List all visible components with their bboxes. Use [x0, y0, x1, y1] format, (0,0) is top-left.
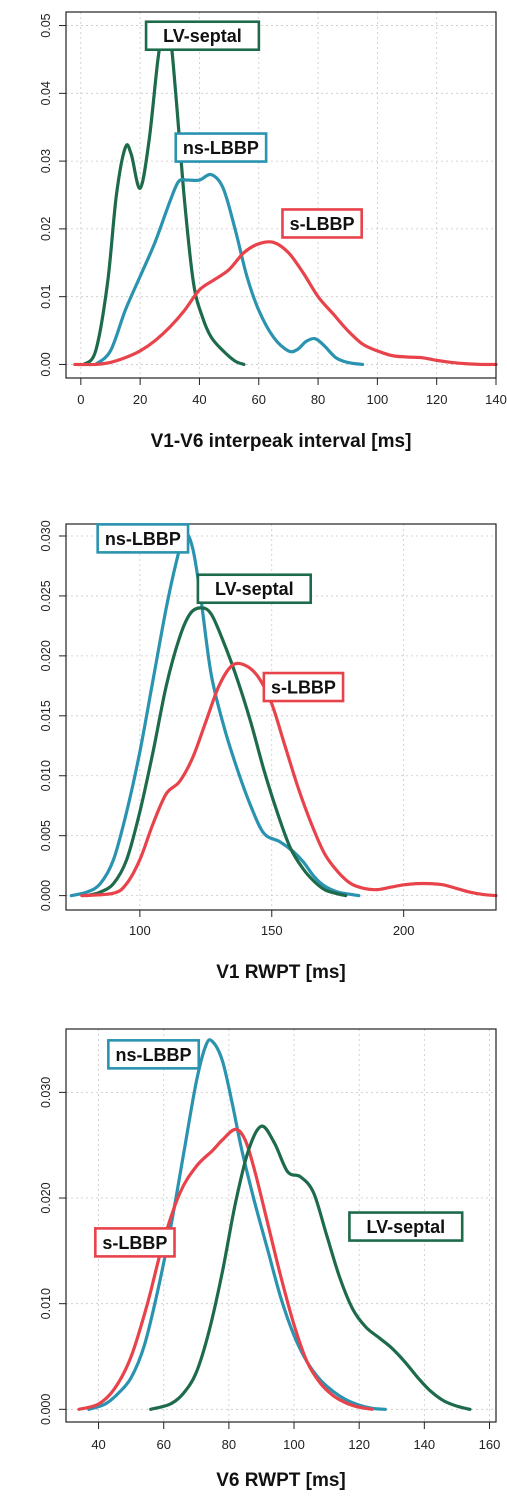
x-tick-label: 120 [348, 1437, 370, 1452]
series-line-ns-lbbp [94, 172, 365, 367]
series-label-box-lv-septal [196, 573, 313, 605]
y-tick-label: 0.01 [39, 284, 53, 308]
x-tick-label: 60 [156, 1437, 170, 1452]
series-line-ns-lbbp [69, 531, 361, 898]
series-label-lv-septal: LV-septal [366, 1217, 445, 1237]
y-tick-label: 0.010 [39, 760, 53, 791]
series-line-lv-septal [85, 606, 348, 898]
y-tick-label: 0.030 [39, 1077, 53, 1108]
series-label-box-ns-lbbp [96, 523, 190, 554]
x-tick-label: 60 [252, 392, 266, 407]
x-tick-label: 80 [311, 392, 325, 407]
series-label-box-s-lbbp [262, 671, 345, 703]
x-tick-label: 200 [393, 923, 415, 938]
x-tick-label: 80 [222, 1437, 236, 1452]
x-axis-label: V1-V6 interpeak interval [ms] [151, 431, 412, 452]
x-tick-label: 100 [283, 1437, 305, 1452]
series-label-box-lv-septal [348, 1211, 464, 1242]
y-tick-label: 0.005 [39, 820, 53, 851]
x-tick-label: 100 [129, 923, 151, 938]
chart-panel-2: 100 150 200 0.000 0.005 0.010 0.015 0.020 0.025 0… [39, 520, 498, 983]
y-tick-label: 0.00 [39, 352, 53, 376]
series-line-s-lbbp [73, 240, 498, 367]
y-tick-label: 0.015 [39, 700, 53, 731]
y-tick-label: 0.020 [39, 640, 53, 671]
series-label-lv-septal: LV-septal [163, 26, 242, 46]
x-tick-label: 160 [479, 1437, 501, 1452]
y-tick-label: 0.02 [39, 217, 53, 241]
series-label-box-s-lbbp [281, 208, 363, 239]
series-label-box-s-lbbp [94, 1227, 176, 1258]
y-tick-label: 0.010 [39, 1288, 53, 1319]
x-tick-label: 120 [426, 392, 448, 407]
y-tick-label: 0.000 [39, 1394, 53, 1425]
x-tick-label: 150 [261, 923, 283, 938]
chart-panel-1: 0 20 40 60 80 100 120 140 0.00 0.01 0.02 0.03 0.04 0.… [39, 11, 507, 452]
x-tick-label: 100 [367, 392, 389, 407]
series-label-ns-lbbp: ns-LBBP [116, 1045, 192, 1065]
x-tick-label: 20 [133, 392, 147, 407]
chart-panel-3: 40 60 80 100 120 140 160 0.000 0.010 0.020 0.030 V6… [39, 1028, 501, 1491]
x-tick-label: 40 [192, 392, 206, 407]
series-label-box-ns-lbbp [174, 132, 268, 163]
x-tick-label: 140 [413, 1437, 435, 1452]
series-label-box-ns-lbbp [107, 1039, 201, 1070]
x-axis-label: V1 RWPT [ms] [216, 962, 346, 983]
series-label-ns-lbbp: ns-LBBP [183, 138, 259, 158]
series-label-lv-septal: LV-septal [215, 579, 294, 599]
plot-frame [65, 1028, 497, 1423]
series-label-box-lv-septal [144, 20, 261, 52]
series-line-ns-lbbp [87, 1038, 387, 1411]
series-line-s-lbbp [80, 661, 498, 898]
series-label-s-lbbp: s-LBBP [290, 214, 355, 234]
y-tick-label: 0.05 [39, 13, 53, 37]
series-line-s-lbbp [77, 1127, 374, 1411]
series-label-s-lbbp: s-LBBP [102, 1233, 167, 1253]
series-label-s-lbbp: s-LBBP [271, 678, 336, 698]
series-line-lv-septal [82, 21, 246, 367]
series-label-ns-lbbp: ns-LBBP [105, 529, 181, 549]
y-tick-label: 0.04 [39, 81, 53, 105]
x-axis-label: V6 RWPT [ms] [216, 1470, 346, 1491]
y-tick-label: 0.03 [39, 149, 53, 173]
x-tick-label: 40 [91, 1437, 105, 1452]
x-tick-label: 140 [485, 392, 507, 407]
x-tick-label: 0 [77, 392, 84, 407]
y-tick-label: 0.030 [39, 520, 53, 551]
y-tick-label: 0.020 [39, 1182, 53, 1213]
plot-frame [65, 523, 497, 911]
plot-frame [65, 11, 497, 379]
y-tick-label: 0.000 [39, 880, 53, 911]
y-tick-label: 0.025 [39, 580, 53, 611]
series-line-lv-septal [149, 1124, 472, 1411]
